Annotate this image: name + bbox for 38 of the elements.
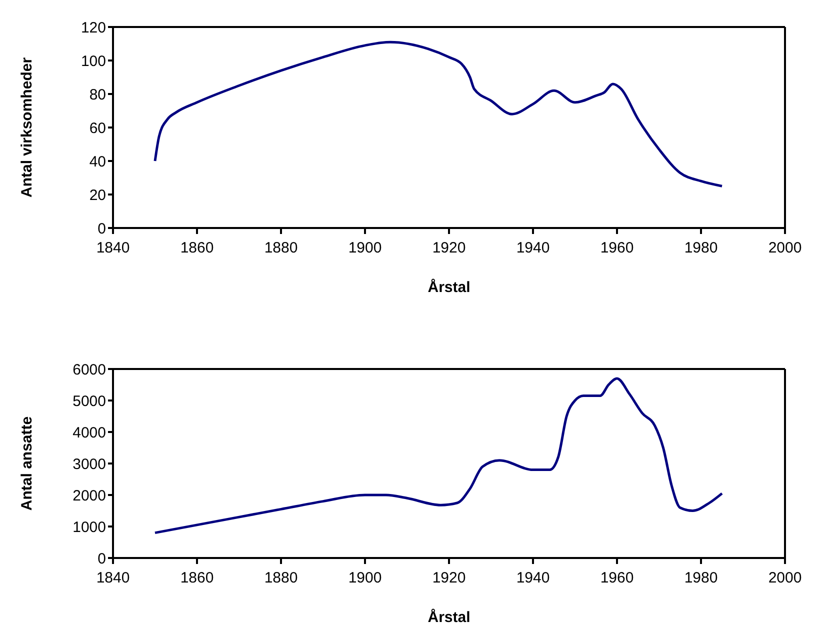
- line-series: [154, 40, 724, 188]
- y-tick-label: 5000: [72, 392, 106, 410]
- x-tick-label: 1840: [96, 570, 130, 587]
- x-tick-label: 1920: [432, 240, 466, 257]
- y-tick-label: 100: [80, 52, 106, 70]
- x-tick-label: 1860: [180, 240, 214, 257]
- y-tick-label: 6000: [72, 361, 106, 378]
- x-tick-label: 1940: [516, 240, 550, 257]
- x-tick-label: 1960: [600, 240, 634, 257]
- y-tick-label: 4000: [72, 424, 106, 442]
- y-tick-label: 0: [98, 550, 106, 568]
- y-tick-label: 1000: [72, 518, 106, 536]
- y-tick-label: 0: [98, 220, 106, 238]
- y-axis-title: Antal virksomheder: [18, 57, 36, 198]
- line-series: [154, 377, 724, 534]
- x-tick-label: 1900: [348, 240, 382, 257]
- x-tick-label: 1920: [432, 570, 466, 587]
- x-tick-label: 1860: [180, 570, 214, 587]
- y-tick-label: 20: [89, 186, 106, 204]
- y-tick-label: 60: [89, 120, 106, 137]
- x-tick-label: 1880: [264, 570, 298, 587]
- x-tick-label: 1840: [96, 240, 130, 257]
- y-axis-title: Antal ansatte: [18, 416, 36, 511]
- y-tick-label: 120: [80, 19, 106, 36]
- x-tick-label: 1880: [264, 240, 298, 257]
- x-tick-label: 1980: [684, 240, 718, 257]
- y-tick-label: 40: [89, 153, 106, 170]
- y-tick-label: 2000: [72, 487, 106, 504]
- x-tick-label: 1900: [348, 570, 382, 587]
- x-axis-title: Årstal: [428, 278, 470, 296]
- x-tick-label: 1960: [600, 570, 634, 587]
- x-tick-label: 1940: [516, 570, 550, 587]
- x-tick-label: 1980: [684, 570, 718, 587]
- x-axis-title: Årstal: [428, 608, 470, 626]
- x-tick-label: 2000: [768, 570, 802, 587]
- y-tick-label: 80: [89, 86, 106, 104]
- y-tick-label: 3000: [72, 456, 106, 473]
- x-tick-label: 2000: [768, 240, 802, 257]
